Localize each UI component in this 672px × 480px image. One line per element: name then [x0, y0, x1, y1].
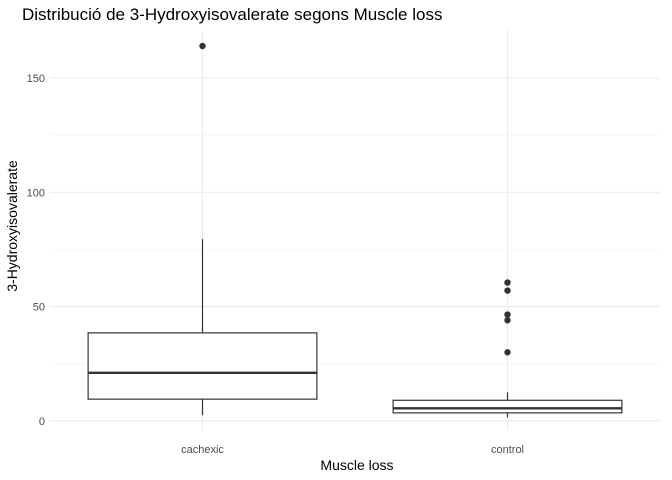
- box-iqr: [87, 332, 318, 400]
- y-tick-label: 0: [39, 416, 45, 428]
- box-iqr: [392, 399, 623, 414]
- x-tick-labels: cachexic control: [181, 444, 524, 456]
- box-control: [392, 279, 623, 418]
- outlier-point: [504, 311, 511, 318]
- outlier-point: [504, 317, 511, 324]
- y-axis-title: 3-Hydroxyisovalerate: [4, 160, 20, 292]
- y-tick-label: 150: [27, 73, 45, 85]
- grid: [50, 30, 660, 430]
- x-axis-title: Muscle loss: [320, 457, 393, 473]
- y-tick-label: 50: [33, 302, 45, 314]
- outlier-point: [504, 279, 511, 286]
- box-cachexic: [87, 42, 318, 416]
- outlier-point: [504, 287, 511, 294]
- chart-title: Distribució de 3-Hydroxyisovalerate sego…: [22, 5, 442, 24]
- outlier-point: [504, 349, 511, 356]
- boxes: [87, 42, 623, 418]
- outlier-point: [199, 42, 206, 50]
- x-tick-label: control: [491, 444, 524, 456]
- x-tick-label: cachexic: [181, 444, 224, 456]
- y-tick-label: 100: [27, 187, 45, 199]
- y-tick-labels: 0 50 100 150: [27, 73, 45, 428]
